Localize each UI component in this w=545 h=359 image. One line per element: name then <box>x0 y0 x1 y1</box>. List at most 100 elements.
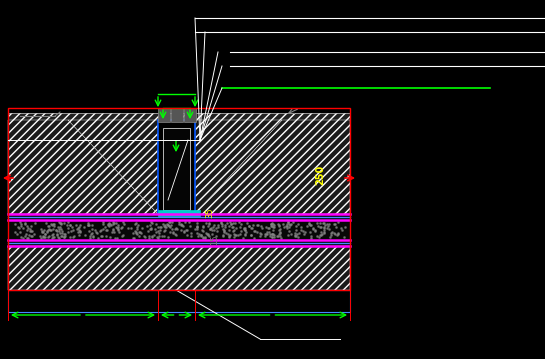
Point <box>266 233 275 239</box>
Point <box>201 234 209 240</box>
Point <box>269 224 278 230</box>
Point <box>168 229 177 234</box>
Point <box>118 232 127 238</box>
Point <box>57 226 65 232</box>
Point <box>70 233 78 239</box>
Point <box>47 232 56 237</box>
Point <box>39 234 48 240</box>
Point <box>13 224 22 229</box>
Point <box>219 233 227 239</box>
Point <box>262 224 270 230</box>
Point <box>140 233 148 238</box>
Point <box>48 222 57 228</box>
Point <box>165 223 174 229</box>
Point <box>181 227 190 233</box>
Point <box>218 221 227 227</box>
Point <box>199 234 208 239</box>
Point <box>317 229 325 235</box>
Point <box>161 227 169 233</box>
Point <box>323 221 331 227</box>
Point <box>89 233 98 239</box>
Point <box>76 230 84 236</box>
Point <box>131 228 140 234</box>
Point <box>310 227 319 233</box>
Point <box>208 227 216 233</box>
Polygon shape <box>8 120 158 214</box>
Point <box>306 233 315 239</box>
Point <box>173 226 181 232</box>
Point <box>204 222 213 227</box>
Point <box>44 223 53 229</box>
Point <box>340 224 349 230</box>
Point <box>154 228 162 233</box>
Point <box>318 220 327 226</box>
Point <box>219 227 228 232</box>
Point <box>265 225 274 231</box>
Point <box>97 233 106 239</box>
Point <box>246 232 255 237</box>
Point <box>135 233 143 239</box>
Point <box>336 225 345 231</box>
Point <box>276 229 284 234</box>
Point <box>28 228 37 234</box>
Point <box>51 227 60 233</box>
Point <box>221 222 229 228</box>
Point <box>249 222 257 228</box>
Point <box>323 225 331 231</box>
Point <box>76 223 84 228</box>
Point <box>57 230 66 236</box>
Point <box>83 220 92 226</box>
Point <box>53 224 62 230</box>
Point <box>277 235 286 241</box>
Point <box>204 223 213 229</box>
Point <box>103 222 112 228</box>
Polygon shape <box>68 120 158 214</box>
Point <box>74 230 83 236</box>
Point <box>177 227 185 233</box>
Point <box>172 232 180 238</box>
Point <box>49 226 58 232</box>
Point <box>270 222 278 228</box>
Point <box>154 233 163 239</box>
Point <box>68 224 76 229</box>
Point <box>129 230 137 236</box>
Point <box>208 231 216 237</box>
Point <box>71 223 80 228</box>
Point <box>73 225 82 231</box>
Point <box>23 223 32 229</box>
Point <box>21 233 29 238</box>
Point <box>31 220 39 226</box>
Point <box>209 224 217 230</box>
Point <box>192 226 201 232</box>
Point <box>293 231 302 237</box>
Point <box>166 220 175 225</box>
Point <box>316 224 324 230</box>
Point <box>133 232 142 237</box>
Point <box>59 234 68 240</box>
Point <box>330 231 339 237</box>
Bar <box>158 108 170 122</box>
Point <box>231 233 240 238</box>
Point <box>136 229 144 235</box>
Point <box>229 220 238 225</box>
Point <box>305 220 313 226</box>
Point <box>68 228 77 233</box>
Point <box>169 230 178 236</box>
Point <box>52 228 61 234</box>
Point <box>332 232 341 238</box>
Point <box>191 226 199 232</box>
Point <box>199 225 208 230</box>
Point <box>23 235 32 241</box>
Point <box>113 223 122 228</box>
Point <box>39 229 47 235</box>
Point <box>251 228 259 234</box>
Point <box>267 221 276 227</box>
Point <box>263 229 271 235</box>
Point <box>55 226 64 232</box>
Point <box>274 233 283 239</box>
Point <box>30 231 39 237</box>
Point <box>193 224 202 230</box>
Point <box>152 221 161 227</box>
Point <box>124 225 132 231</box>
Point <box>186 230 195 236</box>
